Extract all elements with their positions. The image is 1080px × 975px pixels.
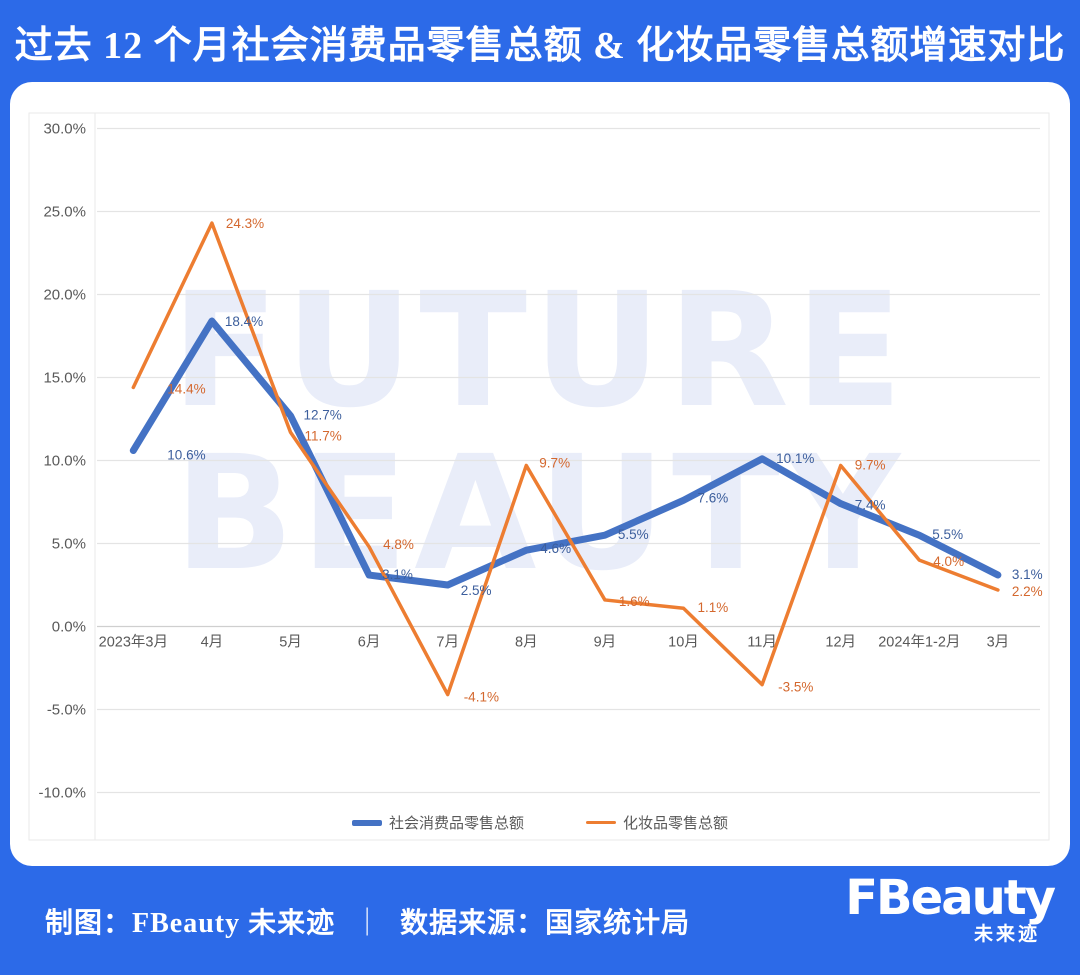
y-axis-labels: 30.0% 25.0% 20.0% 15.0% 10.0% 5.0% 0.0% -5.0% -1… — [38, 121, 86, 802]
data-label: 3.1% — [1012, 567, 1043, 582]
data-label: 9.7% — [855, 457, 886, 472]
header: 过去 12 个月社会消费品零售总额 & 化妆品零售总额增速对比 — [0, 0, 1080, 82]
x-axis-label: 5月 — [279, 635, 302, 651]
x-axis-label: 2023年3月 — [99, 634, 168, 651]
data-label: 5.5% — [932, 527, 963, 542]
x-axis-label: 6月 — [358, 635, 381, 651]
chart-card: FUTURE BEAUTY 30.0% 25.0% 20.0% 15.0% 10.0% 5… — [10, 82, 1070, 866]
data-label: 7.4% — [855, 498, 886, 513]
data-label: 4.8% — [383, 537, 414, 552]
y-axis-label: -10.0% — [38, 785, 86, 802]
data-label: 11.7% — [305, 428, 342, 443]
x-axis-label: 8月 — [515, 635, 538, 651]
data-label: 3.1% — [382, 567, 413, 582]
y-axis-label: 20.0% — [43, 287, 86, 304]
x-axis-label: 12月 — [825, 635, 856, 651]
watermark-line2: BEAUTY — [173, 422, 907, 606]
x-axis-labels: 2023年3月 4月 5月 6月 7月 8月 9月 10月 11月 12月 2024年1-2月 3月 — [99, 634, 1010, 651]
legend-label-cosmetics: 化妆品零售总额 — [623, 815, 729, 832]
credit-text: 制图：FBeauty 未来迹 — [45, 907, 336, 939]
separator: ｜ — [353, 907, 383, 939]
y-axis-label: 25.0% — [43, 204, 86, 221]
data-label: 4.0% — [933, 554, 964, 569]
data-label: 18.4% — [225, 314, 263, 329]
legend-item-consumer-goods: 社会消费品零售总额 — [351, 812, 524, 833]
footer-credits: 制图：FBeauty 未来迹 ｜ 数据来源：国家统计局 — [45, 901, 690, 941]
x-axis-label: 7月 — [436, 635, 459, 651]
line-chart: 30.0% 25.0% 20.0% 15.0% 10.0% 5.0% 0.0% -5.0% -1… — [28, 112, 1050, 841]
y-axis-label: 0.0% — [52, 619, 86, 636]
legend-item-cosmetics: 化妆品零售总额 — [586, 812, 728, 833]
data-label: 12.7% — [304, 408, 342, 423]
data-label: 5.5% — [618, 527, 649, 542]
chart-frame — [28, 112, 1050, 841]
page-title: 过去 12 个月社会消费品零售总额 & 化妆品零售总额增速对比 — [14, 24, 1066, 67]
fbeauty-logo: FBeauty 未来迹 — [845, 870, 1056, 945]
data-label: 7.6% — [698, 490, 729, 505]
data-label: 24.3% — [226, 216, 264, 231]
data-labels-series-1: 14.4% 24.3% 11.7% 4.8% -4.1% 9.7% 1.6% 1.1% -3.5… — [167, 216, 1042, 704]
x-axis-label: 9月 — [594, 635, 617, 651]
legend-swatch-blue — [351, 819, 382, 826]
chart-legend: 社会消费品零售总额 化妆品零售总额 — [10, 812, 1070, 833]
x-axis-label: 3月 — [987, 635, 1010, 651]
watermark: FUTURE BEAUTY — [10, 270, 1070, 596]
logo-text: FBeauty — [845, 870, 1056, 926]
x-axis-label: 11月 — [747, 635, 777, 651]
legend-swatch-orange — [586, 821, 616, 824]
y-axis-label: -5.0% — [47, 702, 86, 719]
data-label: 14.4% — [167, 381, 205, 396]
data-label: 1.6% — [619, 594, 650, 609]
data-labels-series-0: 10.6% 18.4% 12.7% 3.1% 2.5% 4.6% 5.5% 7.6% 10.1%… — [167, 314, 1042, 598]
y-axis-label: 15.0% — [43, 370, 86, 387]
legend-label-consumer-goods: 社会消费品零售总额 — [388, 815, 524, 832]
data-label: 2.5% — [461, 583, 492, 598]
source-text: 数据来源：国家统计局 — [400, 907, 691, 939]
data-label: -4.1% — [464, 690, 499, 705]
data-label: 10.6% — [167, 448, 205, 463]
data-label: 4.6% — [540, 541, 571, 556]
footer: 制图：FBeauty 未来迹 ｜ 数据来源：国家统计局 FBeauty 未来迹 — [0, 866, 1080, 975]
data-label: 10.1% — [776, 451, 814, 466]
data-label: 1.1% — [698, 600, 729, 615]
logo-subtext: 未来迹 — [973, 923, 1040, 945]
watermark-line1: FUTURE — [171, 259, 909, 443]
x-axis-label: 2024年1-2月 — [878, 634, 960, 651]
data-label: 2.2% — [1012, 584, 1043, 599]
y-axis-label: 5.0% — [52, 536, 86, 553]
y-axis-label: 30.0% — [43, 121, 86, 138]
x-axis-label: 10月 — [668, 635, 699, 651]
series-line-1 — [131, 221, 1000, 697]
y-axis-label: 10.0% — [43, 453, 86, 470]
data-label: 9.7% — [539, 455, 570, 470]
x-axis-label: 4月 — [201, 635, 224, 651]
data-label: -3.5% — [778, 680, 813, 695]
